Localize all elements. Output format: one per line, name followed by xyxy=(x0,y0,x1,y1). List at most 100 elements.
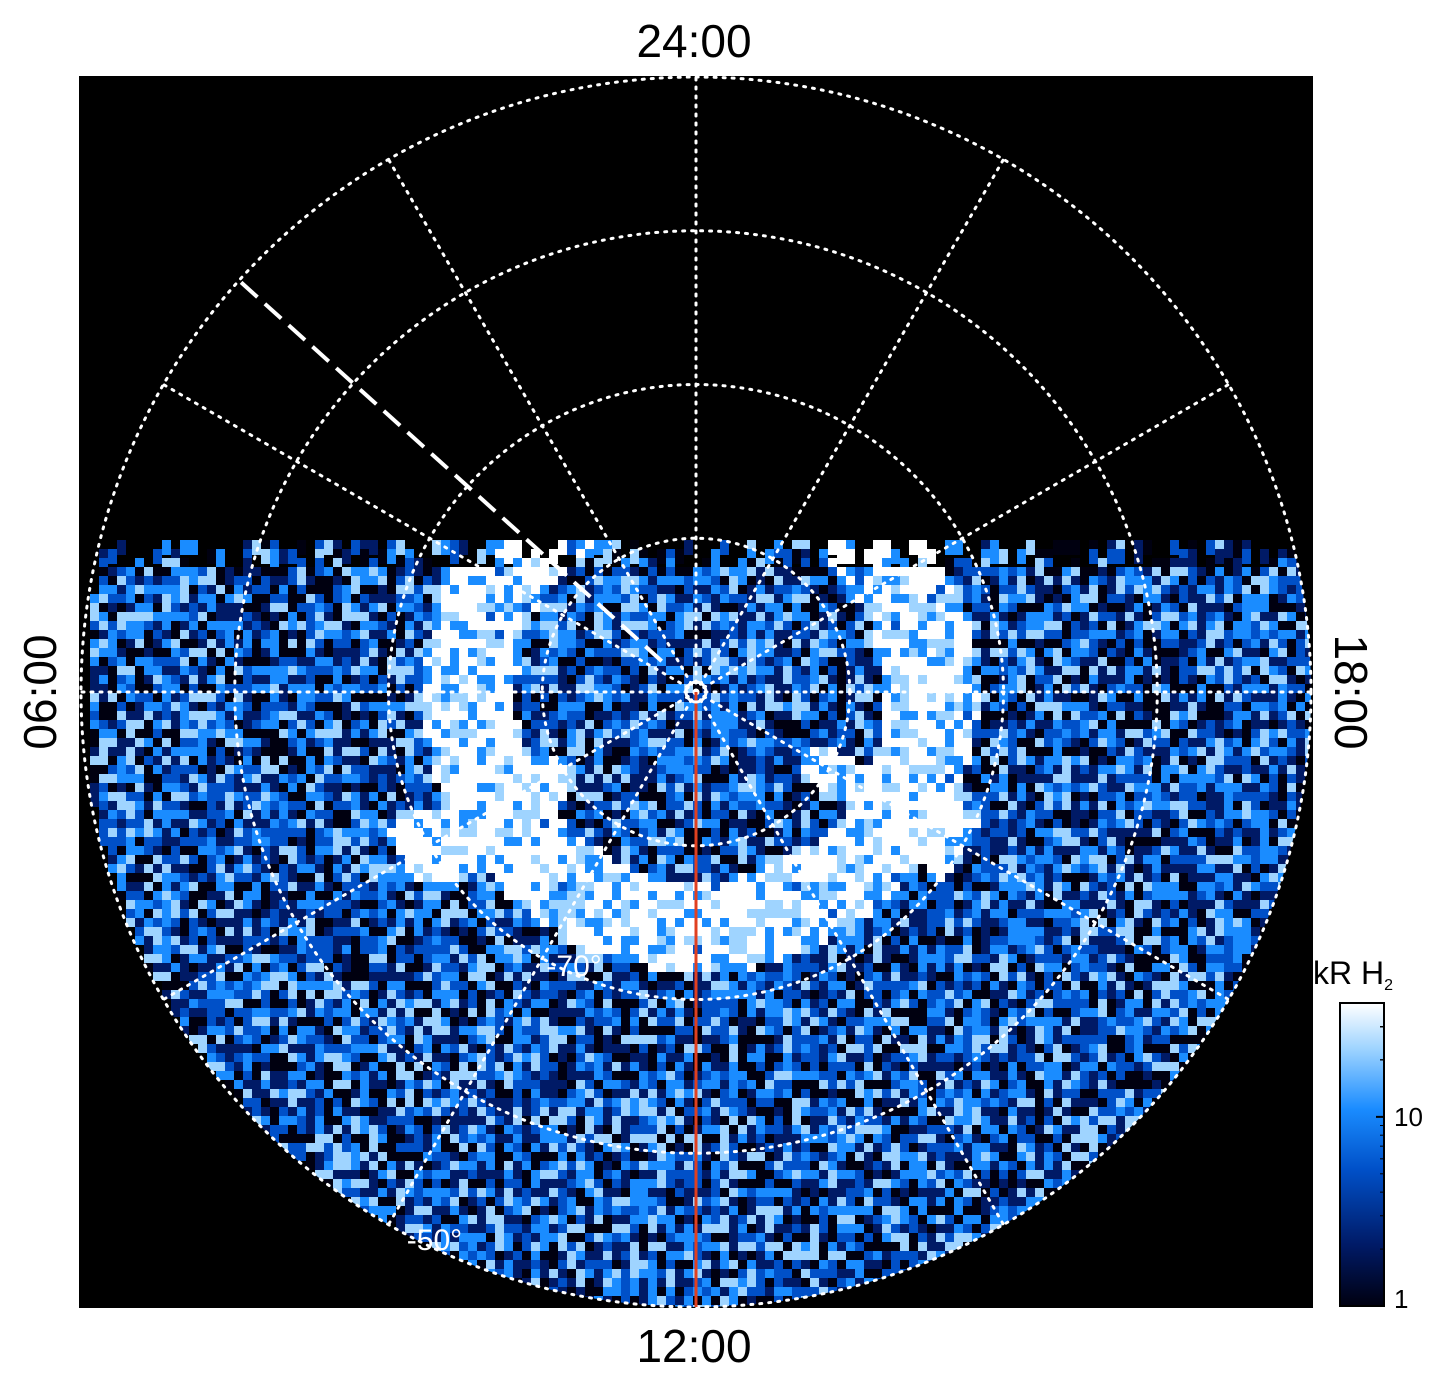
heatmap-cell xyxy=(369,756,378,771)
heatmap-cell xyxy=(459,792,468,807)
heatmap-cell xyxy=(477,693,486,708)
heatmap-cell xyxy=(954,756,963,771)
heatmap-cell xyxy=(774,765,783,780)
heatmap-cell xyxy=(1233,549,1242,564)
heatmap-cell xyxy=(567,873,576,882)
heatmap-cell xyxy=(1089,702,1098,717)
heatmap-cell xyxy=(1233,675,1242,690)
heatmap-cell xyxy=(1188,837,1197,846)
heatmap-cell xyxy=(756,855,765,864)
heatmap-cell xyxy=(954,657,963,672)
heatmap-cell xyxy=(576,864,585,873)
heatmap-cell xyxy=(666,801,675,810)
heatmap-cell xyxy=(1161,801,1170,810)
heatmap-cell xyxy=(414,675,423,690)
heatmap-cell xyxy=(963,693,972,708)
heatmap-cell xyxy=(234,837,243,846)
heatmap-cell xyxy=(819,792,828,807)
heatmap-cell xyxy=(855,783,864,798)
heatmap-cell xyxy=(1161,648,1170,663)
heatmap-cell xyxy=(342,675,351,690)
heatmap-cell xyxy=(1053,819,1062,828)
heatmap-cell xyxy=(936,675,945,690)
heatmap-cell xyxy=(414,594,423,609)
heatmap-cell xyxy=(711,783,720,798)
heatmap-cell xyxy=(1269,576,1278,591)
heatmap-cell xyxy=(603,765,612,780)
heatmap-cell xyxy=(819,702,828,717)
heatmap-cell xyxy=(882,549,891,564)
heatmap-cell xyxy=(801,630,810,645)
heatmap-cell xyxy=(342,549,351,564)
heatmap-cell xyxy=(1071,864,1080,873)
heatmap-cell xyxy=(999,873,1008,882)
heatmap-cell xyxy=(846,540,855,555)
heatmap-cell xyxy=(675,765,684,780)
heatmap-cell xyxy=(720,873,729,882)
heatmap-cell xyxy=(774,639,783,654)
heatmap-cell xyxy=(954,819,963,828)
heatmap-cell xyxy=(873,810,882,819)
heatmap-cell xyxy=(1062,657,1071,672)
heatmap-cell xyxy=(1278,711,1287,726)
heatmap-cell xyxy=(369,774,378,789)
heatmap-cell xyxy=(1125,675,1134,690)
heatmap-cell xyxy=(513,549,522,564)
heatmap-cell xyxy=(918,549,927,564)
heatmap-cell xyxy=(1107,657,1116,672)
heatmap-cell xyxy=(981,729,990,744)
heatmap-cell xyxy=(639,783,648,798)
heatmap-cell xyxy=(153,684,162,699)
heatmap-cell xyxy=(324,567,333,582)
heatmap-cell xyxy=(117,828,126,837)
heatmap-cell xyxy=(621,846,630,855)
heatmap-cell xyxy=(288,846,297,855)
heatmap-cell xyxy=(144,675,153,690)
heatmap-cell xyxy=(954,621,963,636)
heatmap-cell xyxy=(783,738,792,753)
heatmap-cell xyxy=(1035,837,1044,846)
heatmap-cell xyxy=(306,657,315,672)
heatmap-cell xyxy=(171,621,180,636)
heatmap-cell xyxy=(594,783,603,798)
heatmap-cell xyxy=(1287,765,1296,780)
heatmap-cell xyxy=(675,702,684,717)
heatmap-cell xyxy=(423,810,432,819)
heatmap-cell xyxy=(1242,729,1251,744)
heatmap-cell xyxy=(666,594,675,609)
heatmap-cell xyxy=(594,801,603,810)
heatmap-cell xyxy=(234,576,243,591)
heatmap-cell xyxy=(810,864,819,873)
heatmap-cell xyxy=(288,864,297,873)
heatmap-cell xyxy=(1170,693,1179,708)
heatmap-cell xyxy=(387,765,396,780)
heatmap-cell xyxy=(477,702,486,717)
heatmap-cell xyxy=(603,549,612,564)
heatmap-cell xyxy=(576,666,585,681)
heatmap-cell xyxy=(441,675,450,690)
heatmap-cell xyxy=(675,747,684,762)
heatmap-cell xyxy=(153,810,162,819)
heatmap-cell xyxy=(495,621,504,636)
heatmap-cell xyxy=(783,594,792,609)
heatmap-cell xyxy=(1251,792,1260,807)
heatmap-cell xyxy=(396,657,405,672)
heatmap-cell xyxy=(432,693,441,708)
heatmap-cell xyxy=(891,729,900,744)
heatmap-cell xyxy=(1008,639,1017,654)
heatmap-cell xyxy=(306,684,315,699)
heatmap-cell xyxy=(1170,576,1179,591)
heatmap-cell xyxy=(963,702,972,717)
heatmap-cell xyxy=(612,774,621,789)
heatmap-cell xyxy=(450,720,459,735)
heatmap-cell xyxy=(1098,747,1107,762)
heatmap-cell xyxy=(1251,837,1260,846)
heatmap-cell xyxy=(1206,648,1215,663)
heatmap-cell xyxy=(1233,819,1242,828)
heatmap-cell xyxy=(108,567,117,582)
heatmap-cell xyxy=(594,693,603,708)
heatmap-cell xyxy=(144,657,153,672)
heatmap-cell xyxy=(1287,747,1296,762)
heatmap-cell xyxy=(90,756,99,771)
heatmap-cell xyxy=(1215,828,1224,837)
